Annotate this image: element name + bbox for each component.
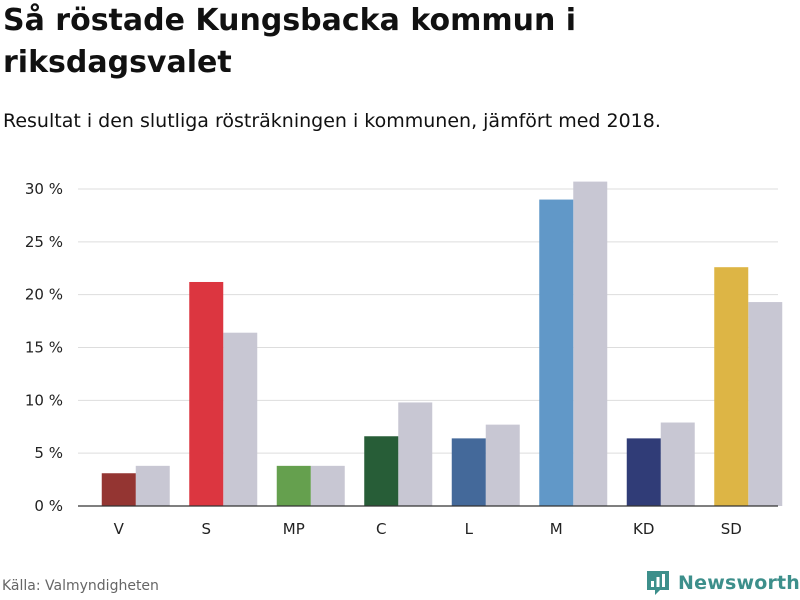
bars [101, 181, 783, 507]
newsworthy-logo-icon [647, 571, 669, 595]
x-tick-label-sd: SD [721, 520, 742, 538]
y-tick-label: 0 % [34, 497, 63, 515]
x-tick-label-m: M [550, 520, 563, 538]
y-tick-label: 20 % [25, 286, 63, 304]
bar-l-2022 [451, 438, 486, 506]
y-tick-label: 10 % [25, 391, 63, 409]
chart-subtitle: Resultat i den slutliga rösträkningen i … [3, 110, 661, 132]
bar-m-2022 [539, 199, 574, 507]
y-tick-label: 30 % [25, 180, 63, 198]
bar-c-2018 [398, 402, 433, 506]
bar-mp-2022 [276, 465, 311, 506]
y-tick-label: 15 % [25, 339, 63, 357]
bar-v-2018 [135, 465, 170, 506]
x-tick-label-l: L [465, 520, 474, 538]
x-tick-label-kd: KD [633, 520, 654, 538]
y-tick-label: 5 % [34, 444, 63, 462]
bar-v-2022 [101, 473, 136, 506]
bar-kd-2022 [626, 438, 661, 506]
bar-c-2022 [364, 436, 399, 506]
brand-logo-link[interactable]: Newsworthy [645, 568, 800, 598]
x-tick-label-v: V [114, 520, 125, 538]
bar-kd-2018 [660, 422, 695, 506]
bar-s-2018 [223, 332, 258, 506]
bar-m-2018 [573, 181, 608, 506]
y-tick-label: 25 % [25, 233, 63, 251]
x-axis-labels: V S MP C L M KD SD [114, 520, 742, 538]
y-axis-labels: 0 % 5 % 10 % 15 % 20 % 25 % 30 % [25, 180, 63, 515]
x-tick-label-c: C [376, 520, 386, 538]
x-tick-label-mp: MP [283, 520, 305, 538]
bar-sd-2018 [748, 302, 783, 506]
bar-mp-2018 [310, 465, 345, 506]
chart-title: Så röstade Kungsbacka kommun i riksdagsv… [3, 3, 577, 80]
brand-name: Newsworthy [678, 572, 800, 594]
x-tick-label-s: S [201, 520, 211, 538]
bar-sd-2022 [714, 267, 749, 506]
bar-chart: 0 % 5 % 10 % 15 % 20 % 25 % 30 % V S MP C L M KD SD [25, 180, 783, 538]
bar-l-2018 [485, 424, 520, 506]
bar-s-2022 [189, 281, 224, 506]
source-note: Källa: Valmyndigheten [2, 578, 159, 594]
